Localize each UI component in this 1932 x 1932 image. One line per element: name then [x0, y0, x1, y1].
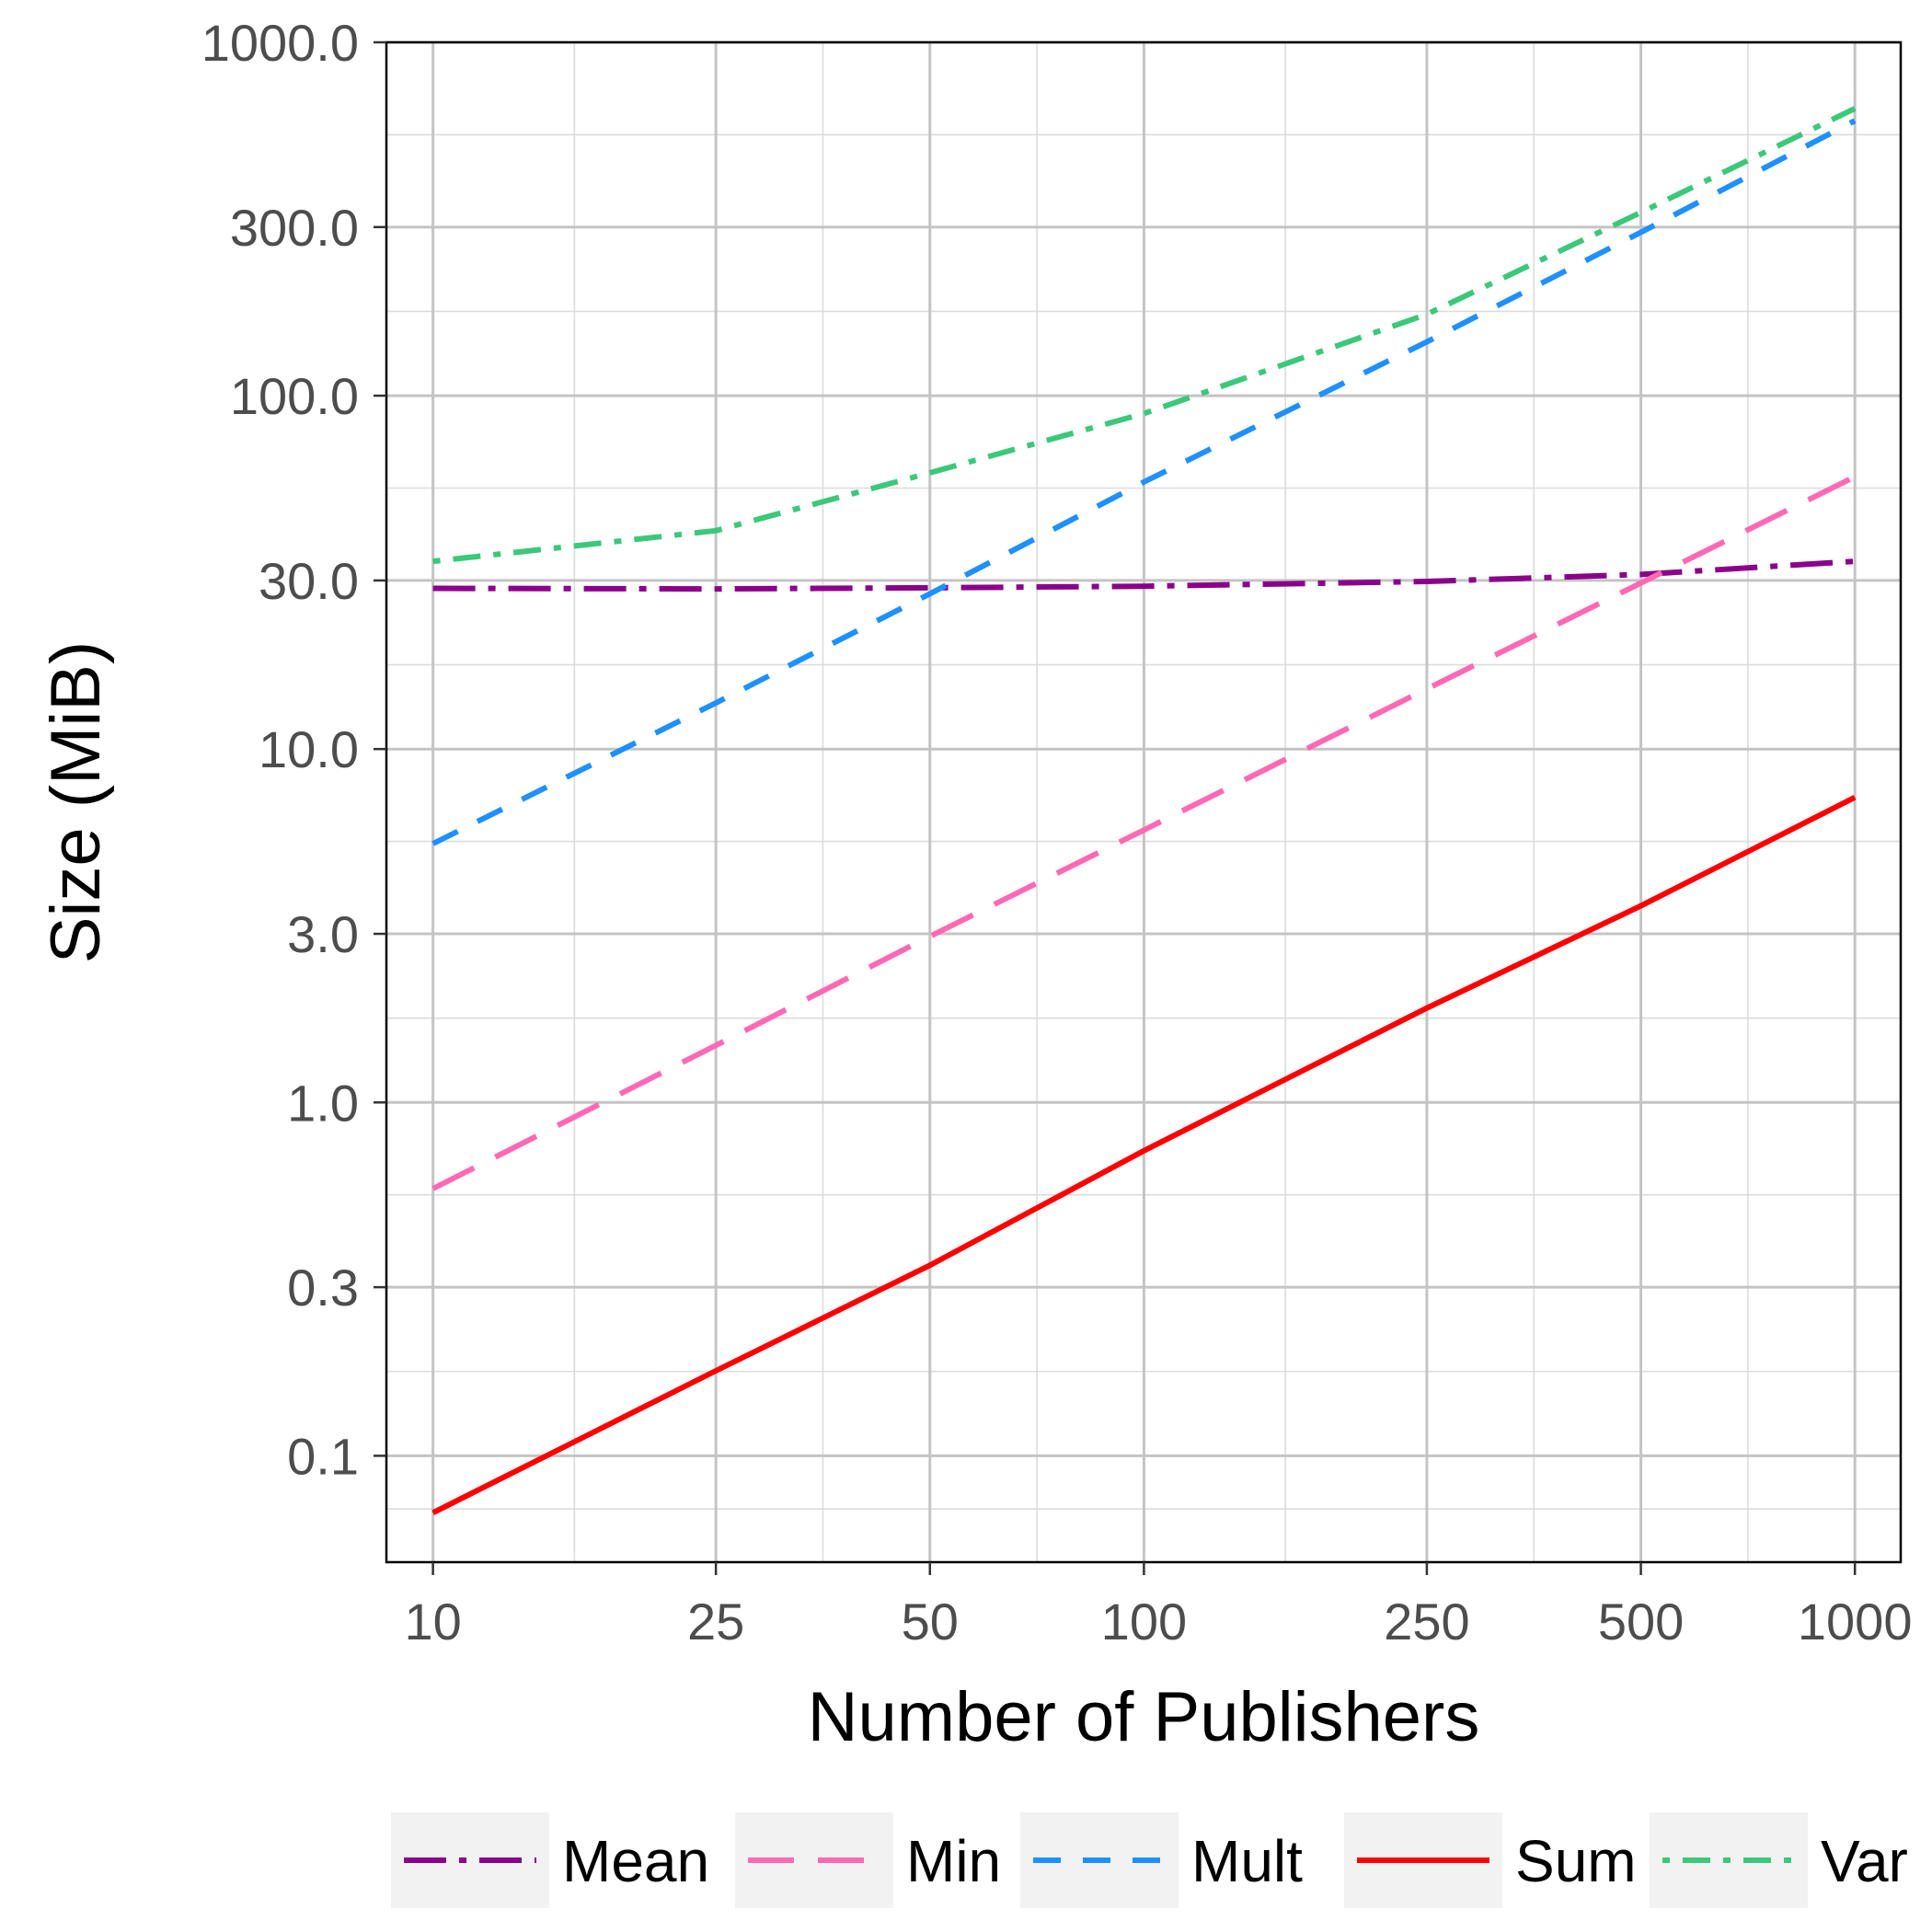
- legend-label-min: Min: [906, 1828, 1001, 1894]
- x-axis-ticks: 10 25 50 100 250 500 1000: [404, 1562, 1912, 1650]
- x-tick-label: 50: [902, 1593, 959, 1650]
- legend-label-sum: Sum: [1515, 1828, 1637, 1894]
- y-tick-label: 1.0: [287, 1074, 359, 1132]
- series-line-sum: [431, 795, 1857, 1515]
- y-axis-ticks: 0.1 0.3 1.0 3.0 10.0 30.0 100.0 300.0 1000.0: [201, 14, 386, 1485]
- y-tick-label: 0.1: [287, 1427, 359, 1485]
- y-tick-label: 0.3: [287, 1259, 359, 1317]
- legend-label-mean: Mean: [562, 1828, 709, 1894]
- series-line-var: [432, 106, 1857, 565]
- y-tick-label: 300.0: [230, 199, 359, 257]
- y-axis-title: Size (MiB): [37, 641, 115, 963]
- legend-label-mult: Mult: [1191, 1828, 1303, 1894]
- series-lines: [431, 106, 1857, 1515]
- y-tick-label: 1000.0: [201, 14, 359, 72]
- minor-gridlines-x: [573, 42, 1749, 1562]
- y-tick-label: 100.0: [230, 367, 359, 425]
- legend: Mean Min Mult Sum Var: [391, 1812, 1908, 1908]
- y-tick-label: 10.0: [259, 720, 359, 778]
- x-tick-label: 25: [687, 1593, 744, 1650]
- y-tick-label: 3.0: [287, 905, 359, 963]
- series-line-min: [431, 474, 1857, 1191]
- x-tick-label: 250: [1384, 1593, 1469, 1650]
- x-axis-title: Number of Publishers: [808, 1678, 1480, 1756]
- x-tick-label: 500: [1598, 1593, 1684, 1650]
- major-gridlines-x: [431, 42, 1857, 1562]
- y-tick-label: 30.0: [259, 552, 359, 610]
- x-tick-label: 1000: [1798, 1593, 1913, 1650]
- series-line-mean: [432, 558, 1856, 592]
- x-tick-label: 10: [404, 1593, 461, 1650]
- x-tick-label: 100: [1101, 1593, 1187, 1650]
- series-line-mult: [431, 118, 1857, 846]
- legend-label-var: Var: [1821, 1828, 1908, 1894]
